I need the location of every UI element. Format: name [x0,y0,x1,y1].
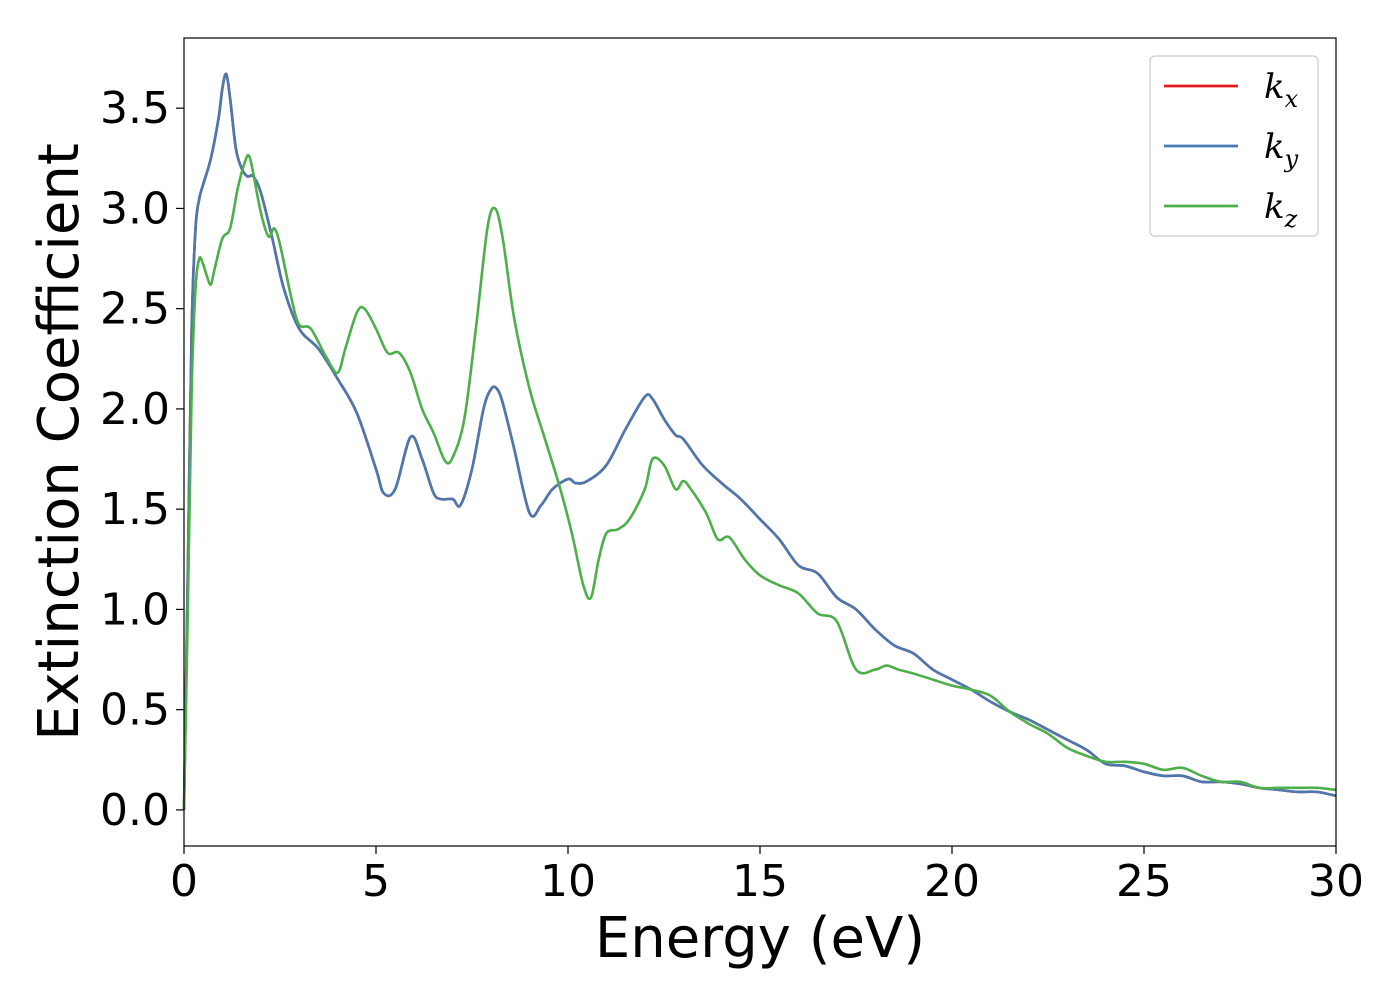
x-tick-label: 25 [1116,856,1172,907]
y-tick-label: 0.5 [100,685,170,736]
y-tick-label: 2.0 [100,384,170,435]
x-tick-label: 15 [732,856,788,907]
x-tick-label: 20 [924,856,980,907]
plot-lines [182,72,1337,810]
y-tick-label: 1.5 [100,484,170,535]
x-axis-label: Energy (eV) [595,906,925,971]
legend-label: ky [1264,127,1299,173]
y-tick-label: 0.0 [100,785,170,836]
y-tick-label: 1.0 [100,584,170,635]
x-tick-label: 10 [540,856,596,907]
y-tick-label: 3.0 [100,183,170,234]
y-axis-ticks: 0.0 0.5 1.0 1.5 2.0 2.5 3.0 3.5 [100,83,184,836]
y-tick-label: 2.5 [100,284,170,335]
x-axis-ticks: 0 5 10 15 20 25 30 [170,846,1364,907]
series-line-k-z [182,153,1337,810]
legend-label: kx [1264,67,1299,113]
y-axis-label: Extinction Coefficient [27,143,92,741]
y-tick-label: 3.5 [100,83,170,134]
legend-label: kz [1264,187,1298,233]
x-tick-label: 5 [362,856,390,907]
x-tick-label: 0 [170,856,198,907]
x-tick-label: 30 [1308,856,1364,907]
legend: kx ky kz [1149,55,1319,237]
